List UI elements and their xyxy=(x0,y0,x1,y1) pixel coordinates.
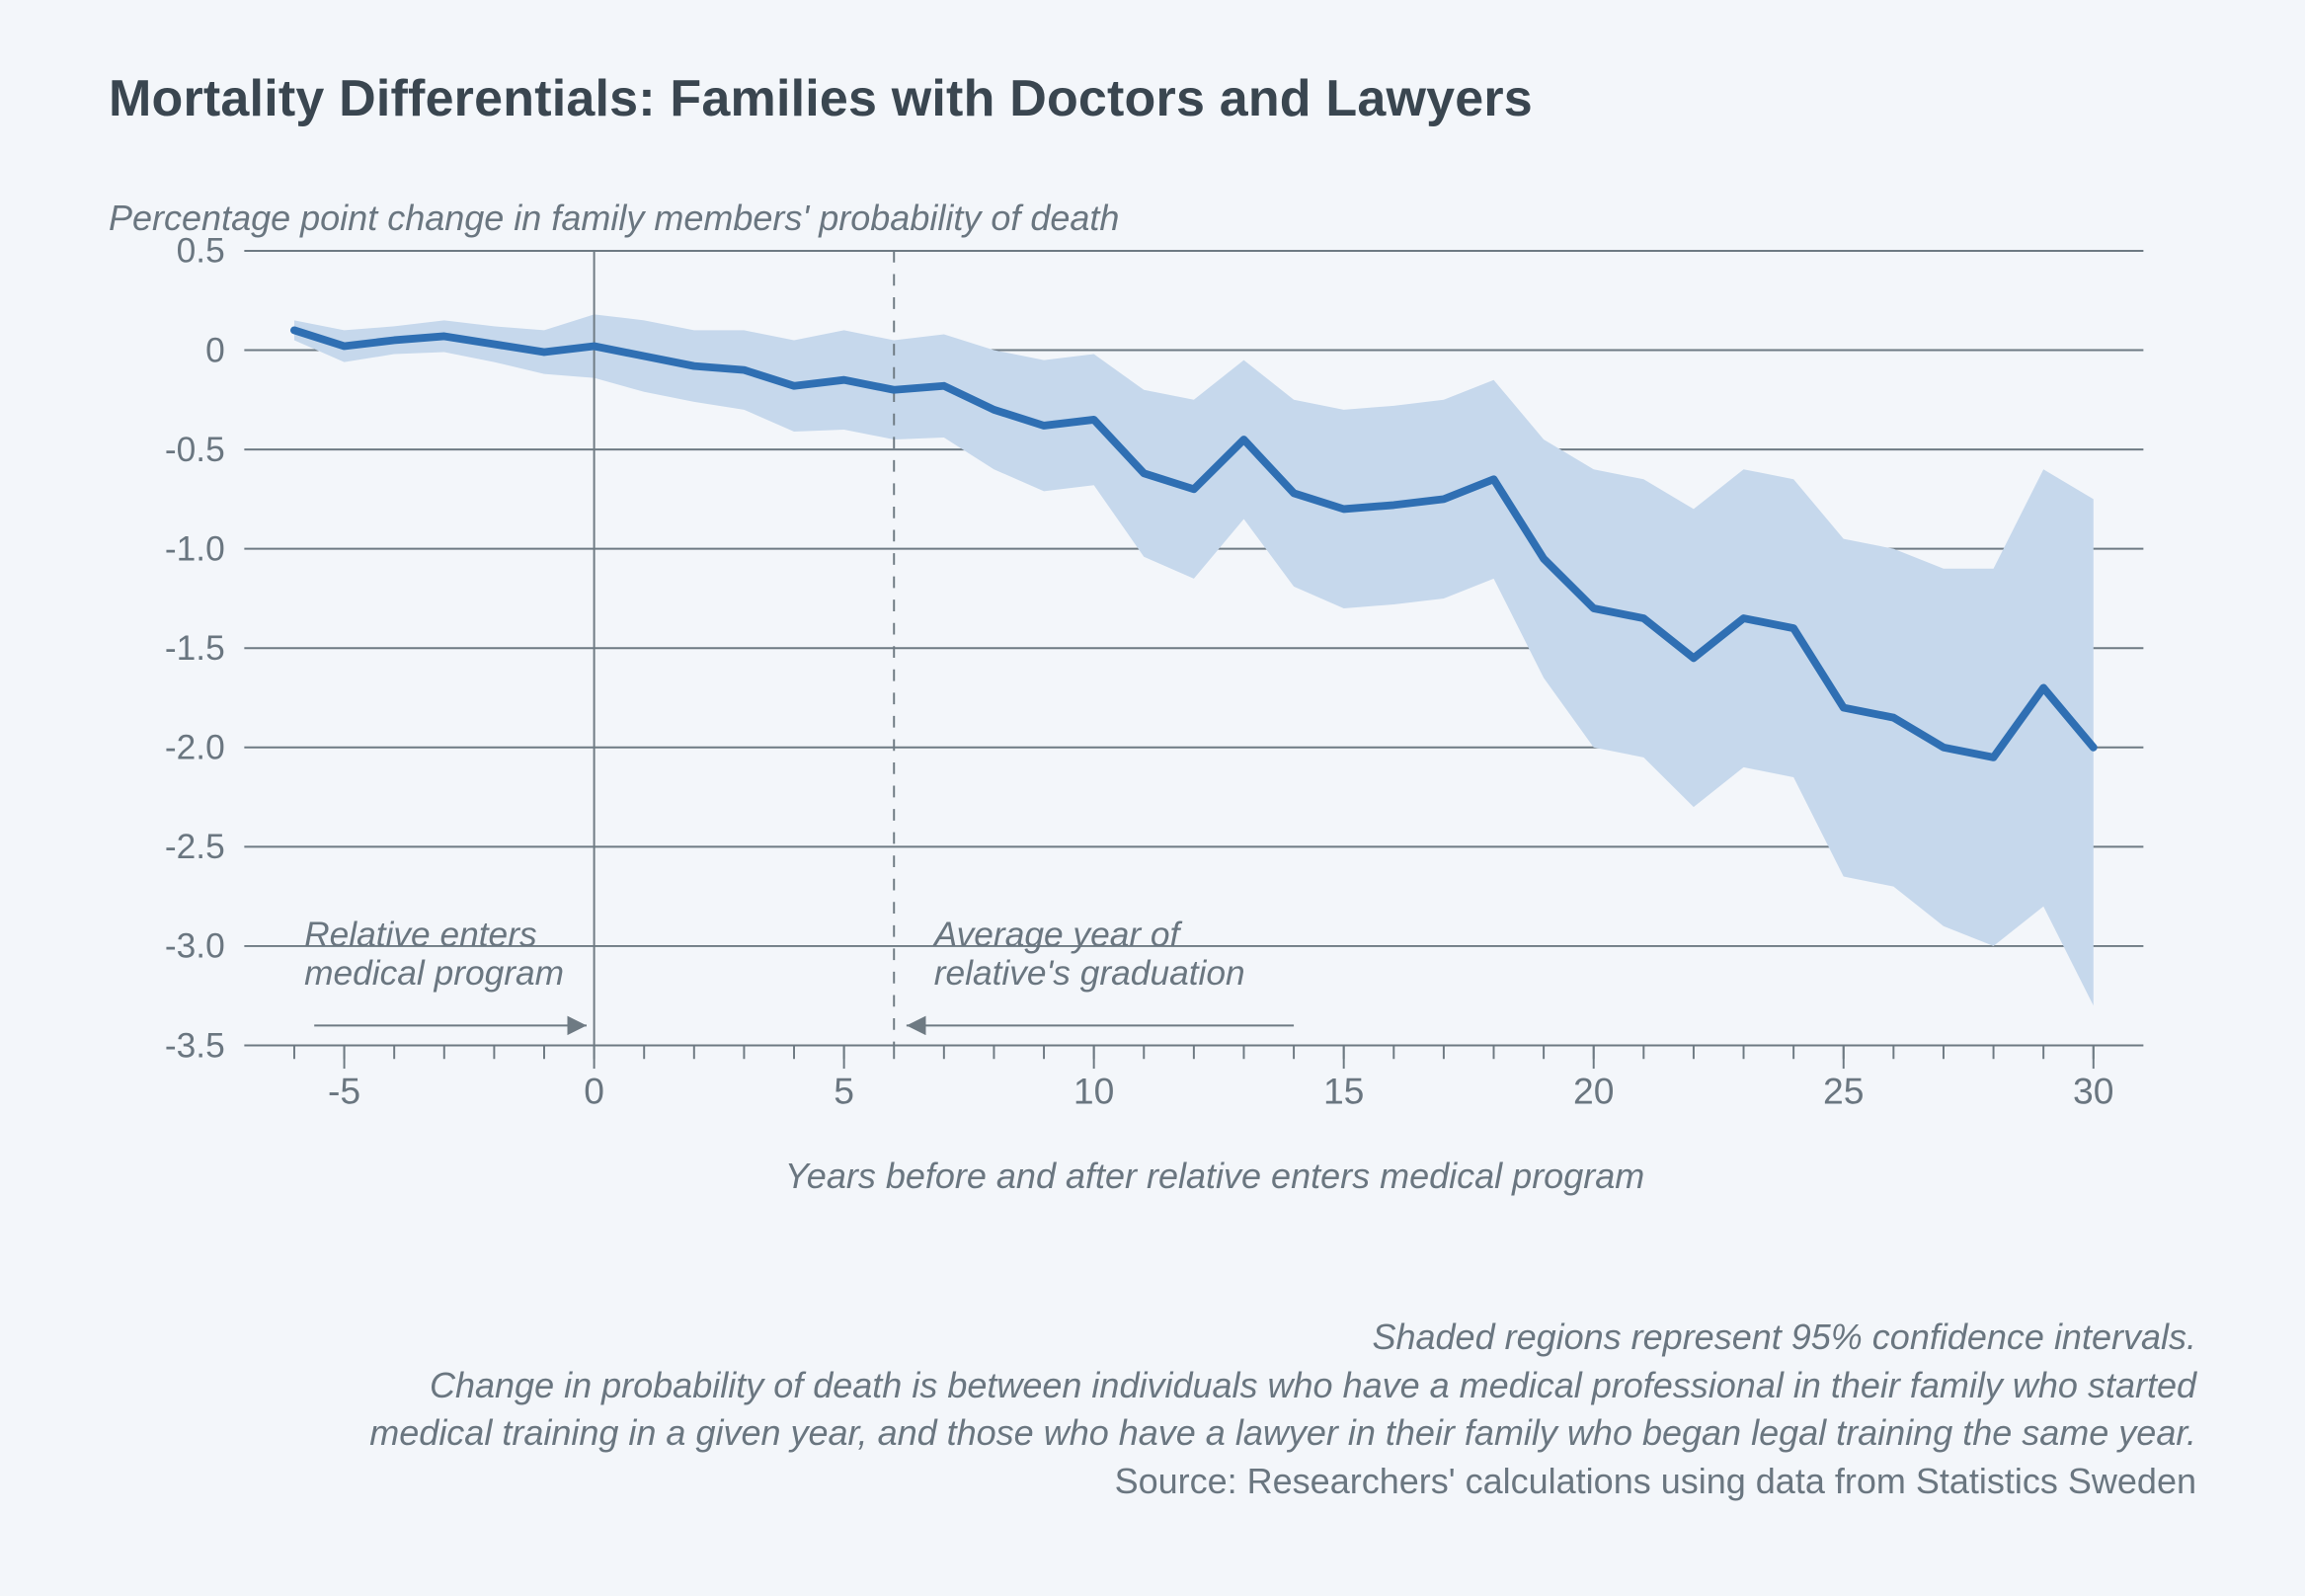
svg-text:-2.0: -2.0 xyxy=(165,729,225,767)
svg-text:-5: -5 xyxy=(328,1070,360,1111)
footnotes: Shaded regions represent 95% confidence … xyxy=(122,1314,2196,1505)
svg-text:medical program: medical program xyxy=(304,954,564,993)
svg-text:10: 10 xyxy=(1073,1070,1114,1111)
chart-subtitle: Percentage point change in family member… xyxy=(109,198,1119,239)
svg-text:30: 30 xyxy=(2073,1070,2113,1111)
svg-text:Relative enters: Relative enters xyxy=(304,916,537,954)
figure: Mortality Differentials: Families with D… xyxy=(0,0,2305,1596)
chart-svg: 0.5 0 -0.5 -1.0 -1.5 -2.0 -2.5 -3.0 -3.5 -5 0 5 10 15… xyxy=(109,237,2163,1185)
svg-text:-2.5: -2.5 xyxy=(165,828,225,866)
chart-title: Mortality Differentials: Families with D… xyxy=(109,69,1533,128)
svg-text:-0.5: -0.5 xyxy=(165,431,225,469)
svg-text:20: 20 xyxy=(1573,1070,1614,1111)
svg-text:Average year of: Average year of xyxy=(932,916,1183,954)
svg-text:25: 25 xyxy=(1823,1070,1864,1111)
x-axis-label: Years before and after relative enters m… xyxy=(247,1156,2183,1197)
confidence-band xyxy=(294,314,2094,1005)
footnote-line-3: medical training in a given year, and th… xyxy=(122,1409,2196,1458)
svg-text:-1.0: -1.0 xyxy=(165,529,225,568)
svg-text:0.5: 0.5 xyxy=(177,237,225,271)
footnote-line-1: Shaded regions represent 95% confidence … xyxy=(122,1314,2196,1362)
svg-text:relative's graduation: relative's graduation xyxy=(934,954,1245,993)
plot-area: 0.5 0 -0.5 -1.0 -1.5 -2.0 -2.5 -3.0 -3.5 -5 0 5 10 15… xyxy=(109,237,2163,1185)
svg-text:0: 0 xyxy=(205,331,225,369)
svg-text:0: 0 xyxy=(584,1070,604,1111)
svg-text:-3.5: -3.5 xyxy=(165,1026,225,1065)
annotation-enters: Relative entersmedical program xyxy=(304,916,587,1025)
footnote-source: Source: Researchers' calculations using … xyxy=(122,1458,2196,1506)
svg-text:15: 15 xyxy=(1323,1070,1364,1111)
svg-text:5: 5 xyxy=(834,1070,854,1111)
footnote-line-2: Change in probability of death is betwee… xyxy=(122,1362,2196,1410)
svg-text:-1.5: -1.5 xyxy=(165,629,225,668)
annotation-grad: Average year ofrelative's graduation xyxy=(907,916,1294,1025)
svg-text:-3.0: -3.0 xyxy=(165,927,225,966)
